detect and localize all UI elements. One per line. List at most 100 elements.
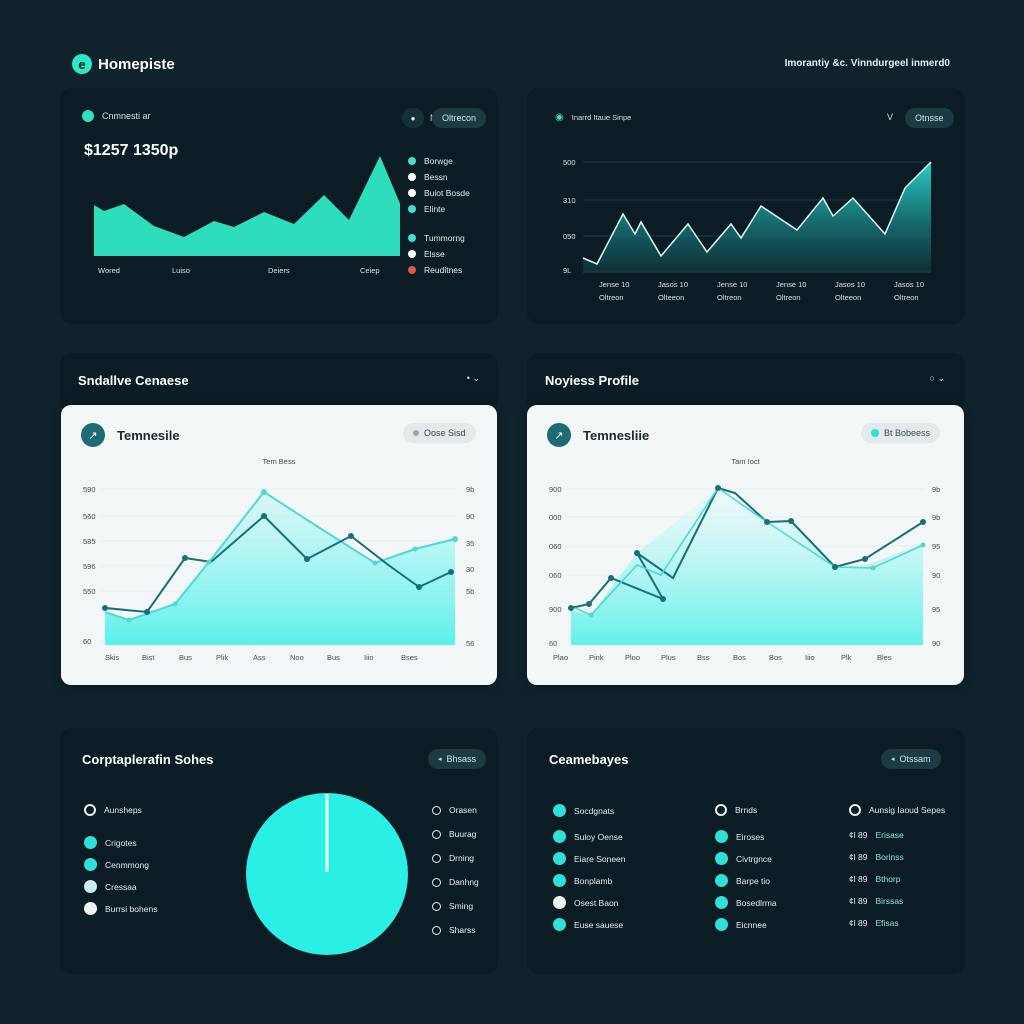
section-controls[interactable]: ○ ⌄	[929, 373, 945, 383]
table-row[interactable]: ¢l 89 Erisase	[849, 830, 904, 840]
app-logo[interactable]: e Homepiste	[72, 54, 175, 74]
table-row[interactable]: Suloy Oense	[553, 830, 623, 843]
legend-dot-icon	[408, 234, 416, 242]
list-item[interactable]: Buurag	[432, 829, 476, 839]
legend-dot-icon	[84, 902, 97, 915]
period-pill[interactable]: Otnsse	[905, 108, 954, 128]
list-item[interactable]: Orasen	[432, 805, 477, 815]
y-left-tick-label: 60	[549, 639, 558, 648]
y-right-tick-label: 90	[932, 571, 941, 580]
list-item[interactable]: Sharss	[432, 925, 475, 935]
header-ring-icon	[715, 804, 727, 816]
legend-item[interactable]: Bessn	[408, 172, 448, 182]
x-tick-label: Bus	[327, 653, 340, 662]
panel-pill[interactable]: ◂ Bhsass	[428, 749, 487, 769]
table-row[interactable]: Bonplamb	[553, 874, 612, 887]
list-item[interactable]: Drning	[432, 853, 474, 863]
section-header: Sndallve Cenaese • ⌄	[60, 353, 498, 413]
series-area	[571, 488, 923, 645]
row-dot-icon	[715, 852, 728, 865]
table-row[interactable]: ¢l 89 Bthorp	[849, 874, 900, 884]
y-tick-label: 500	[563, 158, 576, 167]
pie-chart	[246, 793, 408, 955]
y-right-tick-label: 9b	[932, 513, 941, 522]
table-row[interactable]: ¢l 89 Borinss	[849, 852, 904, 862]
legend-item[interactable]: Elinte	[408, 204, 445, 214]
list-item[interactable]: Danhng	[432, 877, 479, 887]
table-row[interactable]: Eicnnee	[715, 918, 767, 931]
period-pill[interactable]: Oltrecon	[432, 108, 487, 128]
table-row[interactable]: Barpe tio	[715, 874, 770, 887]
row-value: Borinss	[875, 852, 904, 862]
legend-item[interactable]: Crigotes	[84, 836, 137, 849]
pill-dot-icon	[413, 430, 419, 436]
profile-chart-card: ↗ Temnesliie Bt Bobeess Tam Ioct	[527, 405, 964, 685]
section-title: Sndallve Cenaese	[78, 373, 189, 388]
list-item[interactable]: Sming	[432, 901, 473, 911]
row-number: ¢l 89	[849, 852, 868, 862]
pie-slice	[246, 793, 408, 955]
y-left-tick-label: 60	[83, 637, 92, 646]
filter-pill[interactable]: Bt Bobeess	[861, 423, 941, 443]
app-title: Homepiste	[98, 55, 175, 73]
pill-dot-icon	[871, 429, 879, 437]
legend-label: Reuditnes	[424, 265, 463, 275]
x-tick-sublabel: Olteeon	[658, 293, 685, 302]
legend-item[interactable]: Tummorng	[408, 233, 465, 243]
filter-pill-label: Bt Bobeess	[884, 428, 931, 438]
y-left-tick-label: 560	[83, 512, 96, 521]
row-label: Eicnnee	[736, 919, 767, 930]
control-glyph[interactable]: V	[887, 112, 894, 122]
x-tick-label: Bus	[179, 653, 192, 662]
y-right-tick-label: 95	[932, 542, 941, 551]
row-value: Efisas	[875, 918, 899, 928]
list-ring-icon	[432, 877, 441, 887]
column-header: Socdgnats	[553, 804, 614, 817]
table-row[interactable]: ¢l 89 Birssas	[849, 896, 903, 906]
x-tick-label: Jasos 10	[835, 280, 866, 289]
legend-item[interactable]: Reuditnes	[408, 265, 462, 275]
legend-item[interactable]: Cenmmong	[84, 858, 149, 871]
x-tick-label: Jense 10	[599, 280, 630, 289]
row-number: ¢l 89	[849, 874, 868, 884]
row-label: Bonplamb	[574, 875, 613, 886]
legend-item[interactable]: Elsse	[408, 249, 445, 259]
x-tick-label: Plk	[841, 653, 852, 662]
x-tick-label: Bos	[769, 653, 782, 662]
legend-dot-icon	[408, 173, 416, 181]
table-row[interactable]: Euse sauese	[553, 918, 623, 931]
list-label: Sming	[449, 901, 474, 911]
y-right-tick-label: 5b	[466, 587, 475, 596]
legend-item[interactable]: Aunsheps	[84, 804, 142, 816]
panel-title: Corptaplerafin Sohes	[82, 752, 214, 767]
table-row[interactable]: Bosedlrma	[715, 896, 777, 909]
x-tick-label: Jense 10	[717, 280, 748, 289]
table-row[interactable]: Eiare Soneen	[553, 852, 626, 865]
legend-item[interactable]: Borwge	[408, 156, 453, 166]
trend-area	[583, 162, 931, 272]
section-controls[interactable]: • ⌄	[466, 373, 480, 383]
profile-line-chart	[567, 485, 926, 645]
table-row[interactable]: ¢l 89 Efisas	[849, 918, 899, 928]
trend-area-chart	[582, 161, 932, 273]
panel-pill[interactable]: ◂ Otssam	[881, 749, 941, 769]
legend-label: Cenmmong	[105, 859, 149, 870]
legend-item[interactable]: Burrsi bohens	[84, 902, 157, 915]
x-tick-sublabel: Oltreon	[776, 293, 801, 302]
x-tick-label: Ceiep	[360, 266, 380, 275]
revenue-value: $1257 1350p	[84, 142, 179, 159]
toggle-icon[interactable]: ●	[402, 108, 424, 128]
revenue-panel: Cnmnesti ar ● N Oltrecon $1257 1350p Wor…	[60, 88, 498, 324]
table-row[interactable]: Eiroses	[715, 830, 764, 843]
table-row[interactable]: Civtrgnce	[715, 852, 772, 865]
x-tick-label: Bist	[142, 653, 155, 662]
legend-item[interactable]: Cressaa	[84, 880, 137, 893]
section-header: Noyiess Profile ○ ⌄	[527, 353, 965, 413]
y-left-tick-label: 060	[549, 571, 562, 580]
filter-pill[interactable]: Oose Sisd	[403, 423, 476, 443]
card-title: Temnesile	[117, 427, 180, 443]
table-row[interactable]: Osest Baon	[553, 896, 618, 909]
x-tick-label: Bses	[401, 653, 418, 662]
legend-item[interactable]: Buiot Bosde	[408, 188, 470, 198]
row-label: Euse sauese	[574, 919, 624, 930]
